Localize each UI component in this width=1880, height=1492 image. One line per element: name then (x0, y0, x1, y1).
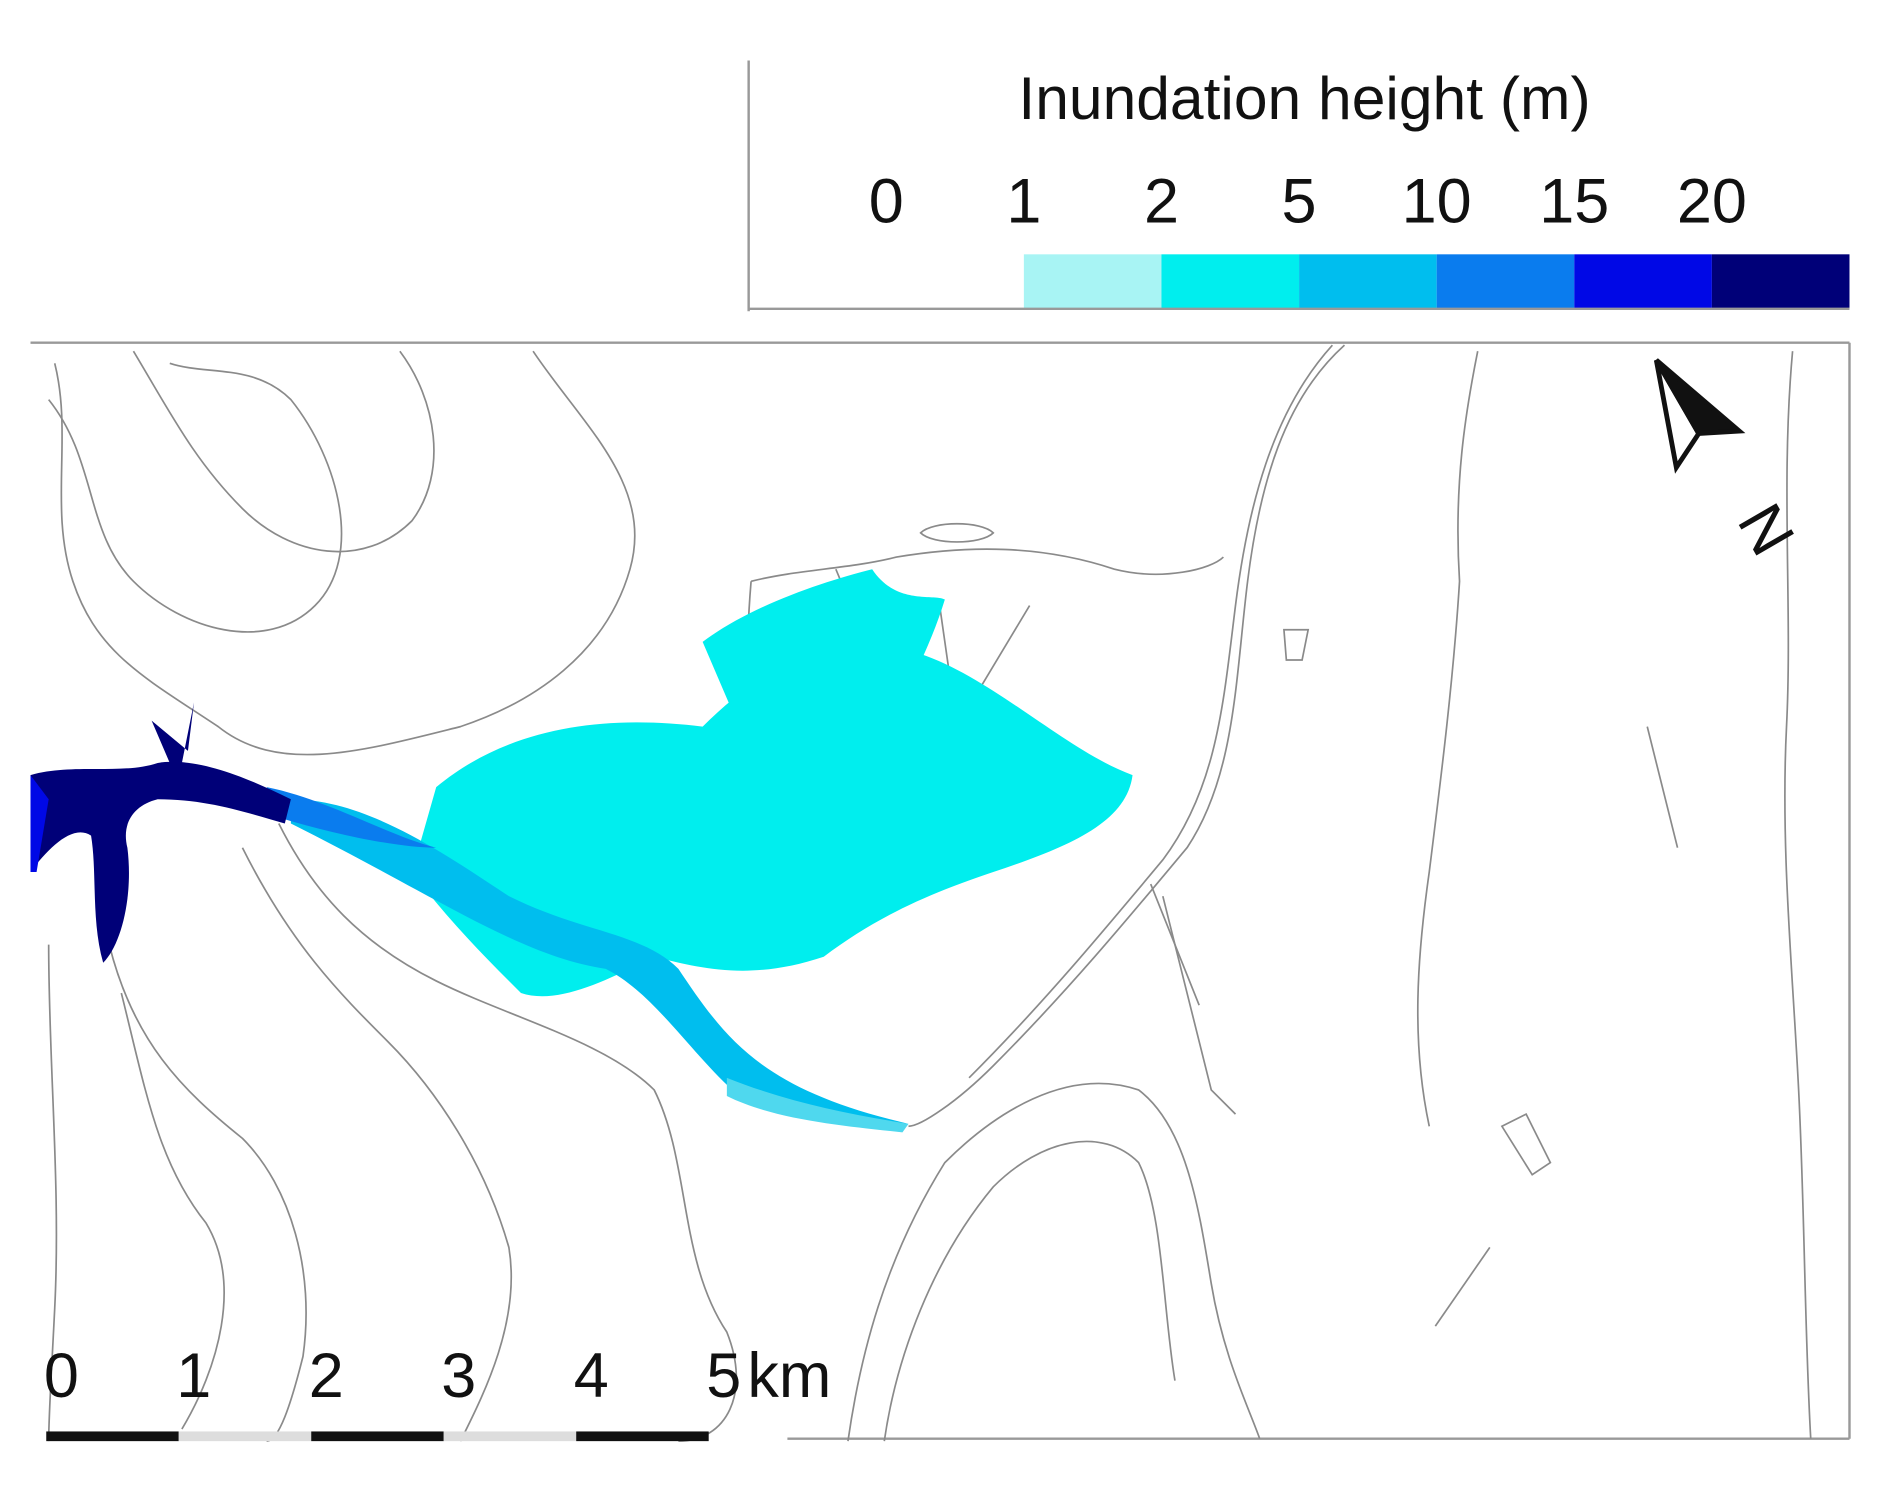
scale-segment (46, 1431, 179, 1442)
scale-segment (576, 1431, 709, 1442)
legend-tick-label: 10 (1402, 167, 1472, 237)
flood-area (702, 569, 945, 836)
legend-tick-label: 15 (1539, 167, 1609, 237)
legend-swatch (1711, 254, 1850, 309)
scale-segment (311, 1431, 444, 1442)
legend-tick-label: 20 (1677, 167, 1747, 237)
scale-label: 2 (309, 1341, 344, 1411)
legend-swatch (1299, 254, 1437, 309)
legend-tick-label: 0 (869, 167, 904, 237)
legend-tick-label: 5 (1282, 167, 1317, 237)
flood-river (30, 775, 49, 872)
flood-channel (290, 799, 909, 1124)
north-arrow (1653, 358, 1746, 474)
legend-swatch (1023, 254, 1162, 309)
legend-swatch (1161, 254, 1300, 309)
scale-segment (443, 1431, 577, 1442)
flood-area (266, 787, 437, 848)
flood-area (411, 644, 1133, 997)
north-label: N (1725, 492, 1808, 566)
legend-tick-label: 1 (1006, 167, 1041, 237)
contours (47, 344, 1812, 1442)
legend-swatch (1574, 254, 1712, 309)
scale-bar: 0 1 2 3 4 5 km (44, 1341, 831, 1442)
legend-tick-label: 2 (1144, 167, 1179, 237)
scale-label: 1 (176, 1341, 211, 1411)
legend-swatch (1436, 254, 1575, 309)
scale-unit: km (747, 1341, 831, 1411)
flood-channel (726, 1077, 909, 1133)
scale-segment (178, 1431, 312, 1442)
scale-label: 4 (574, 1341, 609, 1411)
inundation (30, 569, 1133, 1133)
scale-label: 3 (441, 1341, 476, 1411)
map-frame (30, 60, 1851, 1440)
scale-label: 0 (44, 1341, 79, 1411)
flood-river (30, 761, 291, 963)
legend-swatch (748, 254, 1024, 309)
scale-label: 5 (706, 1341, 741, 1411)
flood-river (151, 702, 194, 763)
legend: Inundation height (m) 0 1 2 5 10 15 20 (748, 64, 1850, 311)
legend-title: Inundation height (m) (1018, 64, 1590, 132)
